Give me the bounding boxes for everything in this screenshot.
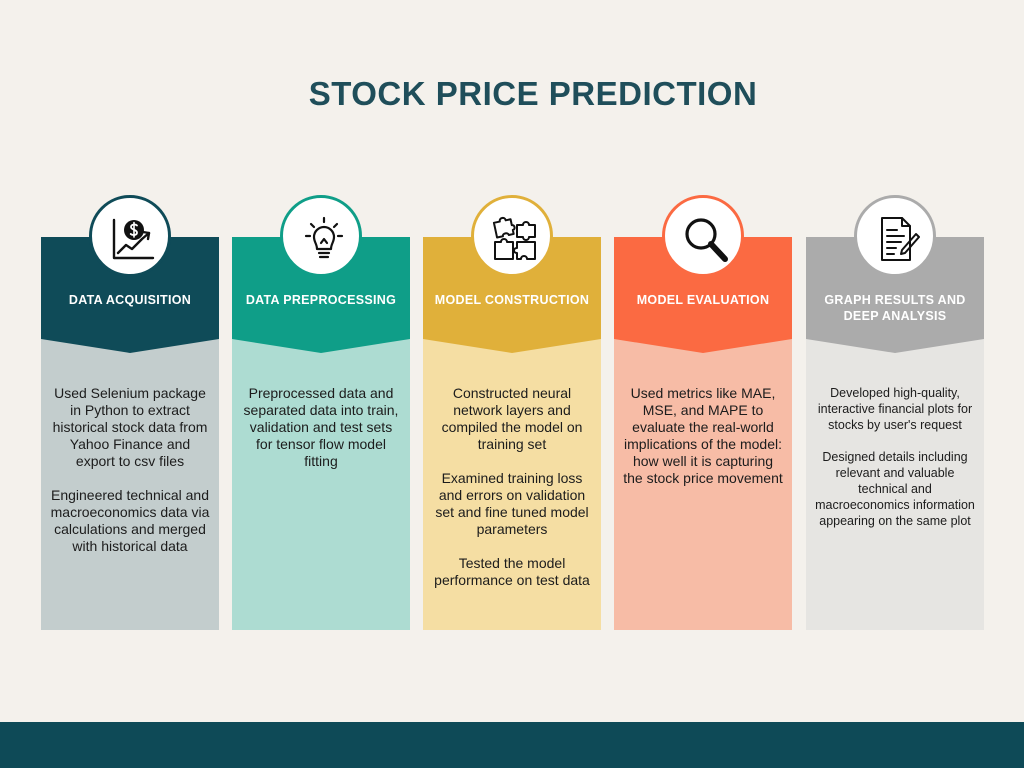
step-header-banner: [614, 237, 792, 353]
step-icon-circle: [280, 195, 362, 277]
step-description: Used Selenium package in Python to extra…: [49, 385, 211, 572]
step-header-banner: [423, 237, 601, 353]
puzzle-pieces-icon: [492, 216, 536, 260]
step-paragraph: Examined training loss and errors on val…: [435, 470, 589, 537]
step-header-banner: [232, 237, 410, 353]
step-paragraph: Engineered technical and macroeconomics …: [50, 487, 210, 554]
step-body-panel: [806, 339, 984, 630]
step-description: Used metrics like MAE, MSE, and MAPE to …: [622, 385, 784, 504]
lightbulb-icon: [304, 216, 344, 259]
step-heading: GRAPH RESULTS AND DEEP ANALYSIS: [824, 293, 966, 323]
step-icon-circle: [854, 195, 936, 277]
document-pen-icon: [881, 217, 920, 261]
step-paragraph: Used metrics like MAE, MSE, and MAPE to …: [623, 385, 783, 486]
step-icon-circle: [662, 195, 744, 277]
step-heading: DATA ACQUISITION: [68, 293, 192, 307]
step-paragraph: Used Selenium package in Python to extra…: [52, 385, 208, 469]
step-paragraph: Preprocessed data and separated data int…: [243, 385, 399, 469]
step-model-evaluation: MODEL EVALUATION Used metrics like MAE, …: [614, 195, 792, 630]
footer-bar: [0, 722, 1024, 768]
step-description: Preprocessed data and separated data int…: [240, 385, 402, 487]
money-growth-chart-icon: [112, 218, 155, 260]
step-icon-circle: [471, 195, 553, 277]
step-data-preprocessing: DATA PREPROCESSING Preprocessed data and…: [232, 195, 410, 630]
step-paragraph: Tested the model performance on test dat…: [434, 555, 590, 588]
step-heading: MODEL CONSTRUCTION: [434, 293, 590, 307]
step-header-banner: [806, 237, 984, 353]
step-description: Developed high-quality, interactive fina…: [814, 385, 976, 545]
step-body-panel: [614, 339, 792, 630]
step-paragraph: Developed high-quality, interactive fina…: [817, 386, 973, 432]
step-heading: DATA PREPROCESSING: [245, 293, 397, 307]
step-header-banner: [41, 237, 219, 353]
step-model-construction: MODEL CONSTRUCTION Constructed neural ne…: [423, 195, 601, 630]
step-description: Constructed neural network layers and co…: [431, 385, 593, 606]
step-paragraph: Constructed neural network layers and co…: [441, 385, 583, 452]
step-heading: MODEL EVALUATION: [636, 293, 770, 307]
step-graph-results: GRAPH RESULTS AND DEEP ANALYSIS Develope…: [806, 195, 984, 630]
magnifying-glass-icon: [685, 218, 728, 262]
step-body-panel: [41, 339, 219, 630]
step-data-acquisition: DATA ACQUISITION Used Selenium package i…: [41, 195, 219, 630]
step-body-panel: [423, 339, 601, 630]
step-icon-circle: [89, 195, 171, 277]
step-body-panel: [232, 339, 410, 630]
step-paragraph: Designed details including relevant and …: [815, 450, 975, 528]
page-title: STOCK PRICE PREDICTION: [308, 75, 758, 112]
